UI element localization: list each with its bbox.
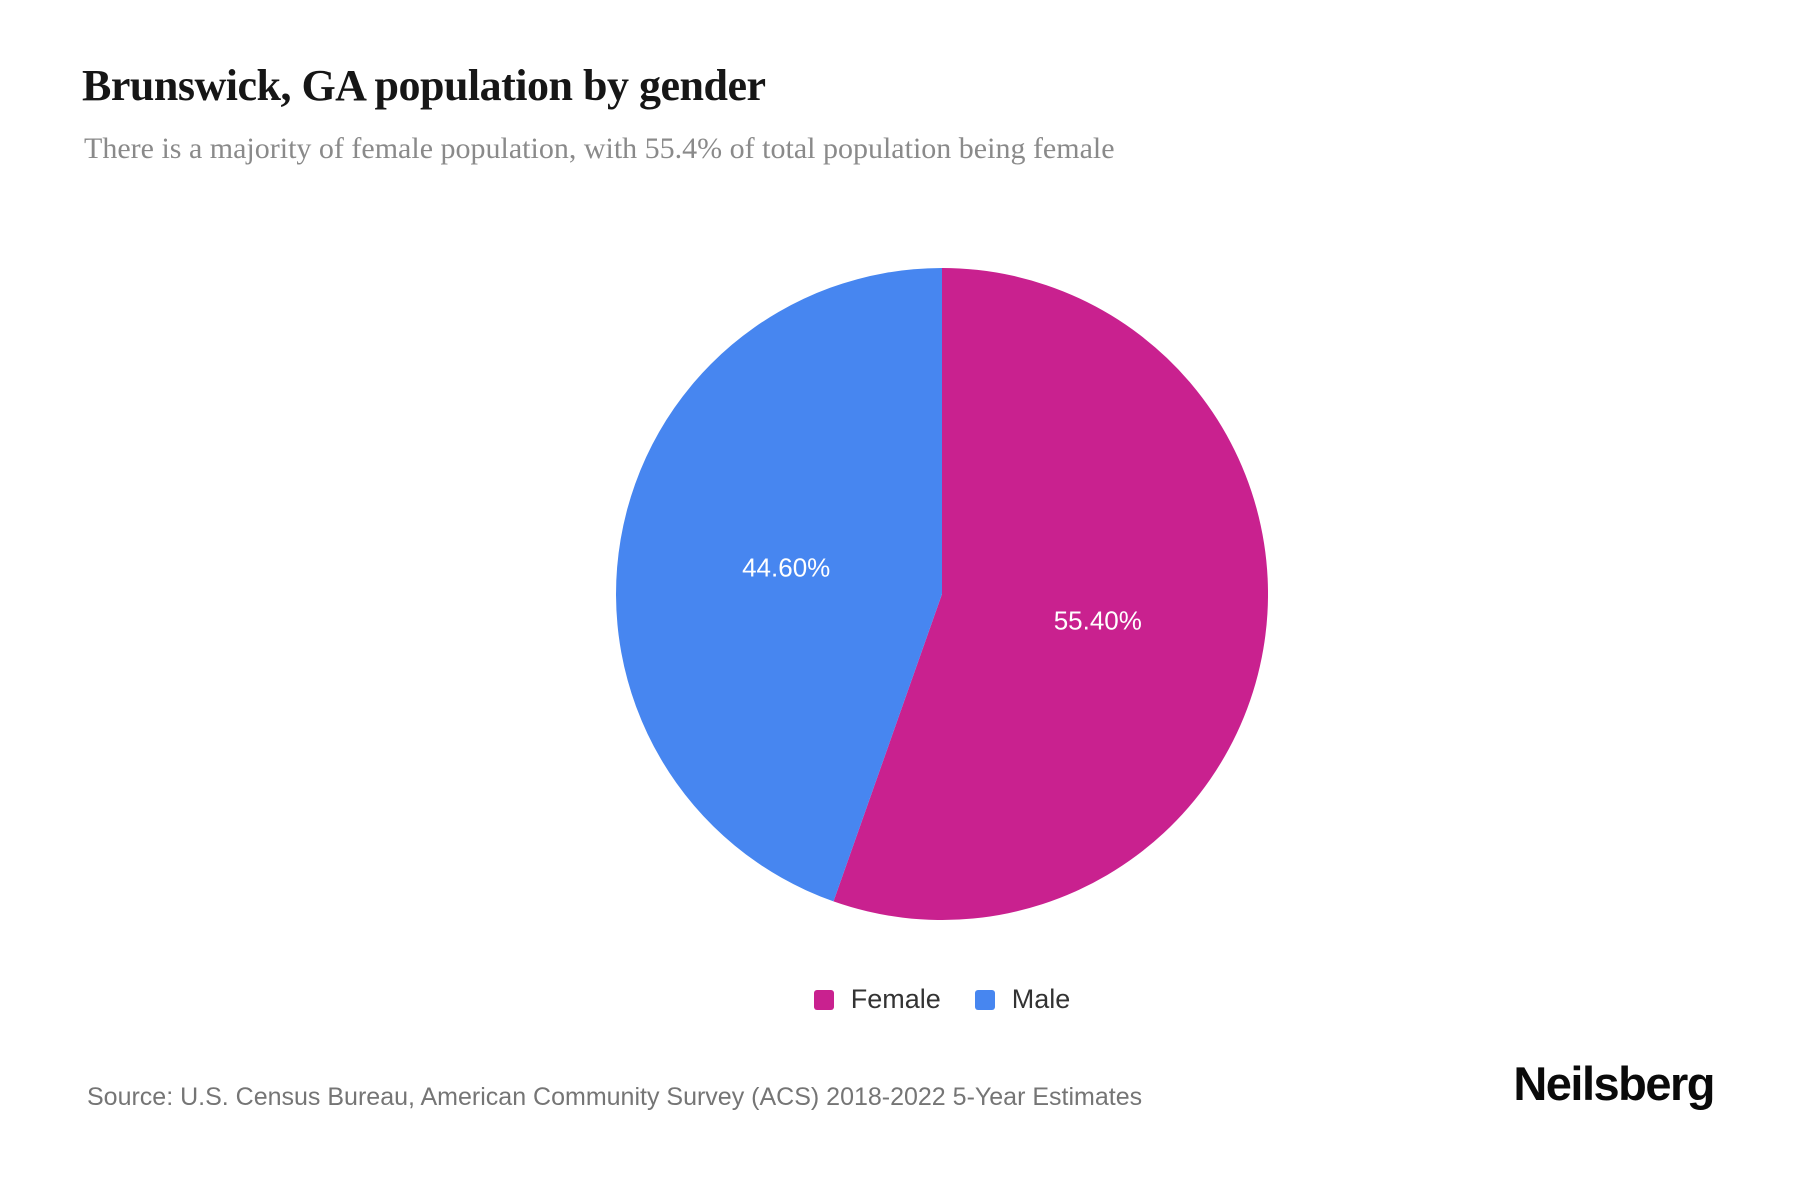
legend-label-male: Male: [1011, 984, 1071, 1014]
brand-logo: Neilsberg: [1513, 1057, 1715, 1110]
chart-subtitle: There is a majority of female population…: [84, 132, 1115, 165]
chart-title: Brunswick, GA population by gender: [82, 61, 766, 110]
legend-item-male[interactable]: Male: [974, 984, 1071, 1015]
source-text: Source: U.S. Census Bureau, American Com…: [87, 1083, 1143, 1111]
pie-chart: 55.40% 44.60%: [616, 268, 1268, 920]
pie-label-male: 44.60%: [742, 552, 830, 582]
legend-label-female: Female: [850, 984, 941, 1014]
pie-label-female: 55.40%: [1054, 606, 1142, 636]
legend-item-female[interactable]: Female: [813, 984, 941, 1015]
legend-swatch-female: [813, 989, 834, 1010]
pie-slice-female[interactable]: [833, 268, 1269, 920]
chart-legend: Female Male: [616, 984, 1268, 1015]
pie-slice-male[interactable]: [616, 268, 942, 902]
legend-swatch-male: [974, 989, 995, 1010]
